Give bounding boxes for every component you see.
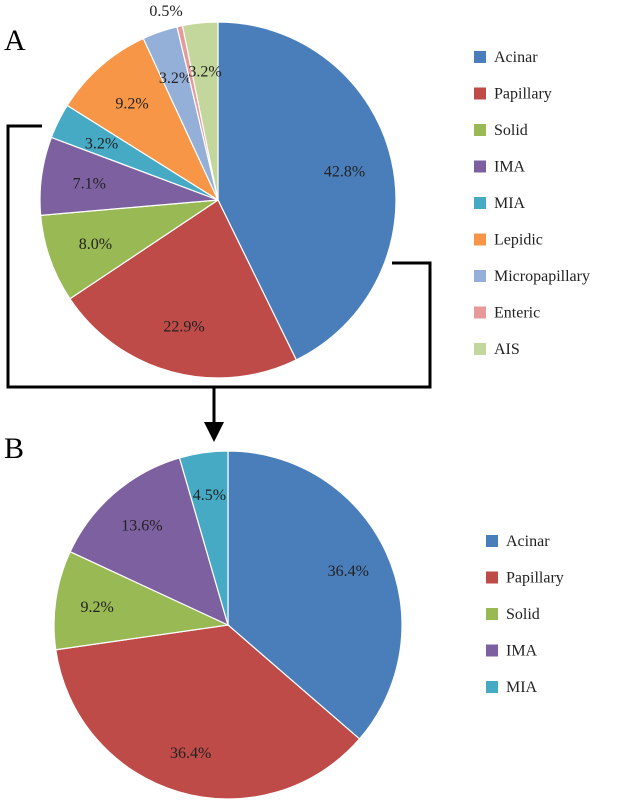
pie-a-slice-solid <box>40 199 219 300</box>
legend-a-swatch-mia <box>474 197 486 209</box>
legend-a-swatch-ima <box>474 160 486 173</box>
legend-a-swatch-papillary <box>474 87 486 100</box>
legend-a-swatch-lepidic <box>474 233 486 246</box>
legend-b-label-acinar: Acinar <box>506 533 550 550</box>
pie-a-slice-acinar <box>217 21 397 361</box>
legend-a-label-solid: Solid <box>494 122 528 139</box>
legend-a-label-papillary: Papillary <box>494 86 552 103</box>
legend-a-swatch-solid <box>474 124 486 136</box>
connector-arrowhead <box>204 422 224 442</box>
pie-b-label-ima: 13.6% <box>121 518 162 535</box>
legend-a-label-micropapillary: Micropapillary <box>494 268 590 285</box>
legend-b-label-mia: MIA <box>506 679 538 696</box>
pie-a-slice-lepidic <box>66 37 220 202</box>
legend-a-swatch-ais <box>474 343 486 355</box>
legend-a-label-ais: AIS <box>494 341 520 358</box>
legend-a-label-ima: IMA <box>494 159 526 176</box>
legend-a-swatch-enteric <box>474 306 486 319</box>
pie-a-slice-papillary <box>69 199 298 379</box>
pie-b-label-papillary: 36.4% <box>170 745 211 762</box>
legend-b-swatch-papillary <box>486 571 498 584</box>
pie-a-label-ais: 3.2% <box>188 64 221 81</box>
pie-chart-b: 36.4% 36.4% 9.2% 13.6% 4.5% <box>53 450 403 800</box>
legend-b-swatch-mia <box>486 681 498 693</box>
connector-bracket <box>6 124 432 389</box>
legend-a-swatch-acinar <box>474 51 486 63</box>
legend-b: Acinar Papillary Solid IMA MIA <box>486 533 564 696</box>
legend-a-label-enteric: Enteric <box>494 305 540 322</box>
pie-a-label-solid: 8.0% <box>79 236 112 253</box>
legend-b-swatch-acinar <box>486 535 498 547</box>
pie-b-label-mia: 4.5% <box>193 487 226 504</box>
pie-a-label-enteric: 0.5% <box>149 3 182 20</box>
legend-a-label-acinar: Acinar <box>494 49 538 66</box>
pie-a-label-lepidic: 9.2% <box>115 96 148 113</box>
pie-a-label-acinar: 42.8% <box>324 164 365 181</box>
legend-a-label-mia: MIA <box>494 195 526 212</box>
pie-b-slice-papillary <box>55 624 361 800</box>
legend-a-swatch-micropapillary <box>474 270 486 282</box>
panel-a-label: A <box>4 24 26 57</box>
pie-a-label-mia: 3.2% <box>85 135 118 152</box>
pie-b-slice-mia <box>178 450 229 626</box>
pie-b-label-solid: 9.2% <box>81 599 114 616</box>
pie-b-slice-acinar <box>227 450 403 740</box>
panel-b-label: B <box>4 432 24 465</box>
legend-b-swatch-solid <box>486 608 498 620</box>
pie-chart-a: 42.8% 22.9% 8.0% 7.1% 3.2% 9.2% 3.2% 0.5% 3.2% <box>39 3 397 379</box>
legend-b-label-papillary: Papillary <box>506 570 564 587</box>
pie-b-label-acinar: 36.4% <box>328 563 369 580</box>
pie-a-label-papillary: 22.9% <box>163 319 204 336</box>
legend-b-label-ima: IMA <box>506 643 538 660</box>
legend-a: Acinar Papillary Solid IMA MIA Lepidic Micropa… <box>474 49 590 358</box>
pie-a-label-ima: 7.1% <box>73 175 106 192</box>
pie-b-slice-ima <box>69 457 229 627</box>
legend-b-label-solid: Solid <box>506 606 540 623</box>
legend-b-swatch-ima <box>486 644 498 657</box>
pie-b-slice-solid <box>53 550 231 651</box>
pie-a-label-micropapillary: 3.2% <box>159 70 192 87</box>
pie-a-slice-ais <box>181 21 219 201</box>
legend-a-label-lepidic: Lepidic <box>494 232 543 249</box>
